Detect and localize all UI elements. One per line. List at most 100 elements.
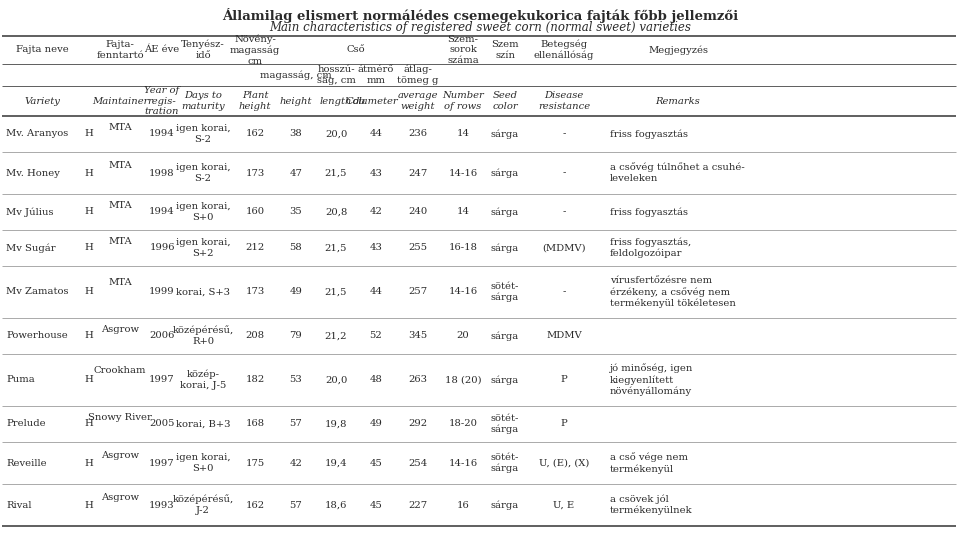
Text: Szem
szín: Szem szín <box>492 40 518 60</box>
Text: -: - <box>563 169 565 177</box>
Text: 35: 35 <box>290 208 302 217</box>
Text: Cső: Cső <box>347 46 366 55</box>
Text: a csövek jól
termékenyülnek: a csövek jól termékenyülnek <box>610 495 692 515</box>
Text: 21,2: 21,2 <box>324 332 348 341</box>
Text: a csővég túlnőhet a csuhé-
leveleken: a csővég túlnőhet a csuhé- leveleken <box>610 163 745 183</box>
Text: 1997: 1997 <box>149 375 175 385</box>
Text: Fajta neve: Fajta neve <box>15 46 68 55</box>
Text: Mv. Aranyos: Mv. Aranyos <box>6 129 68 138</box>
Text: P: P <box>561 375 567 385</box>
Text: 173: 173 <box>246 288 265 296</box>
Text: 42: 42 <box>370 208 382 217</box>
Text: Year of
regis-
tration: Year of regis- tration <box>144 86 180 116</box>
Text: Asgrow: Asgrow <box>101 451 139 460</box>
Text: Cob: Cob <box>346 96 366 105</box>
Text: középérésű,
R+0: középérésű, R+0 <box>173 326 233 346</box>
Text: H: H <box>84 500 93 510</box>
Text: diameter: diameter <box>353 96 398 105</box>
Text: average
weight: average weight <box>397 91 439 111</box>
Text: Mv Sugár: Mv Sugár <box>6 243 56 253</box>
Text: Mv Július: Mv Július <box>6 207 54 217</box>
Text: 2005: 2005 <box>149 419 175 429</box>
Text: 38: 38 <box>290 129 302 138</box>
Text: 20,0: 20,0 <box>324 129 348 138</box>
Text: 2006: 2006 <box>150 332 175 341</box>
Text: 345: 345 <box>408 332 427 341</box>
Text: Snowy River: Snowy River <box>88 413 152 422</box>
Text: Remarks: Remarks <box>656 96 701 105</box>
Text: H: H <box>84 129 93 138</box>
Text: 18 (20): 18 (20) <box>444 375 481 385</box>
Text: 58: 58 <box>290 244 302 252</box>
Text: U, E: U, E <box>553 500 575 510</box>
Text: Prelude: Prelude <box>6 419 46 429</box>
Text: sárga: sárga <box>491 375 519 385</box>
Text: 255: 255 <box>408 244 427 252</box>
Text: 162: 162 <box>246 129 265 138</box>
Text: 18-20: 18-20 <box>448 419 477 429</box>
Text: 52: 52 <box>370 332 382 341</box>
Text: hosszú-
ság, cm: hosszú- ság, cm <box>317 65 355 85</box>
Text: Betegség
ellenállóság: Betegség ellenállóság <box>534 40 594 61</box>
Text: 182: 182 <box>246 375 265 385</box>
Text: H: H <box>84 208 93 217</box>
Text: 42: 42 <box>290 458 302 467</box>
Text: a cső vége nem
termékenyül: a cső vége nem termékenyül <box>610 452 688 473</box>
Text: Államilag elismert normálédes csemegekukorica fajták főbb jellemzői: Államilag elismert normálédes csemegekuk… <box>222 8 738 23</box>
Text: 14-16: 14-16 <box>448 458 477 467</box>
Text: igen korai,
S-2: igen korai, S-2 <box>176 163 230 183</box>
Text: 20,0: 20,0 <box>324 375 348 385</box>
Text: H: H <box>84 419 93 429</box>
Text: 45: 45 <box>370 500 382 510</box>
Text: magasság, cm: magasság, cm <box>260 70 332 80</box>
Text: 236: 236 <box>409 129 427 138</box>
Text: friss fogyasztás: friss fogyasztás <box>610 129 688 139</box>
Text: sárga: sárga <box>491 129 519 139</box>
Text: Mv Zamatos: Mv Zamatos <box>6 288 68 296</box>
Text: H: H <box>84 458 93 467</box>
Text: átmérő
mm: átmérő mm <box>358 65 395 85</box>
Text: 160: 160 <box>246 208 265 217</box>
Text: 162: 162 <box>246 500 265 510</box>
Text: igen korai,
S-2: igen korai, S-2 <box>176 124 230 144</box>
Text: 43: 43 <box>370 169 382 177</box>
Text: Tenyész-
idő: Tenyész- idő <box>181 40 225 60</box>
Text: 21,5: 21,5 <box>324 244 348 252</box>
Text: középérésű,
J-2: középérésű, J-2 <box>173 495 233 515</box>
Text: 43: 43 <box>370 244 382 252</box>
Text: friss fogyasztás: friss fogyasztás <box>610 207 688 217</box>
Text: 1998: 1998 <box>149 169 175 177</box>
Text: 57: 57 <box>290 500 302 510</box>
Text: sárga: sárga <box>491 331 519 341</box>
Text: Mv. Honey: Mv. Honey <box>6 169 60 177</box>
Text: length: length <box>320 96 352 105</box>
Text: Asgrow: Asgrow <box>101 325 139 334</box>
Text: 263: 263 <box>409 375 427 385</box>
Text: 44: 44 <box>370 129 382 138</box>
Text: 14: 14 <box>457 129 469 138</box>
Text: Variety: Variety <box>24 96 60 105</box>
Text: ÁE éve: ÁE éve <box>144 46 180 55</box>
Text: 1994: 1994 <box>149 129 175 138</box>
Text: Növény-
magasság
cm: Növény- magasság cm <box>229 34 280 66</box>
Text: 173: 173 <box>246 169 265 177</box>
Text: H: H <box>84 332 93 341</box>
Text: -: - <box>563 288 565 296</box>
Text: Maintainer: Maintainer <box>92 96 148 105</box>
Text: 1996: 1996 <box>149 244 175 252</box>
Text: közép-
korai, J-5: közép- korai, J-5 <box>180 370 227 390</box>
Text: sárga: sárga <box>491 168 519 178</box>
Text: 257: 257 <box>408 288 427 296</box>
Text: 45: 45 <box>370 458 382 467</box>
Text: jó minőség, igen
kiegyenlített
növényállomány: jó minőség, igen kiegyenlített növényáll… <box>610 364 693 396</box>
Text: 208: 208 <box>246 332 265 341</box>
Text: MTA: MTA <box>108 278 132 287</box>
Text: 16: 16 <box>457 500 469 510</box>
Text: sárga: sárga <box>491 243 519 253</box>
Text: 292: 292 <box>408 419 427 429</box>
Text: 227: 227 <box>408 500 427 510</box>
Text: 240: 240 <box>408 208 427 217</box>
Text: 44: 44 <box>370 288 382 296</box>
Text: 53: 53 <box>290 375 302 385</box>
Text: sárga: sárga <box>491 500 519 510</box>
